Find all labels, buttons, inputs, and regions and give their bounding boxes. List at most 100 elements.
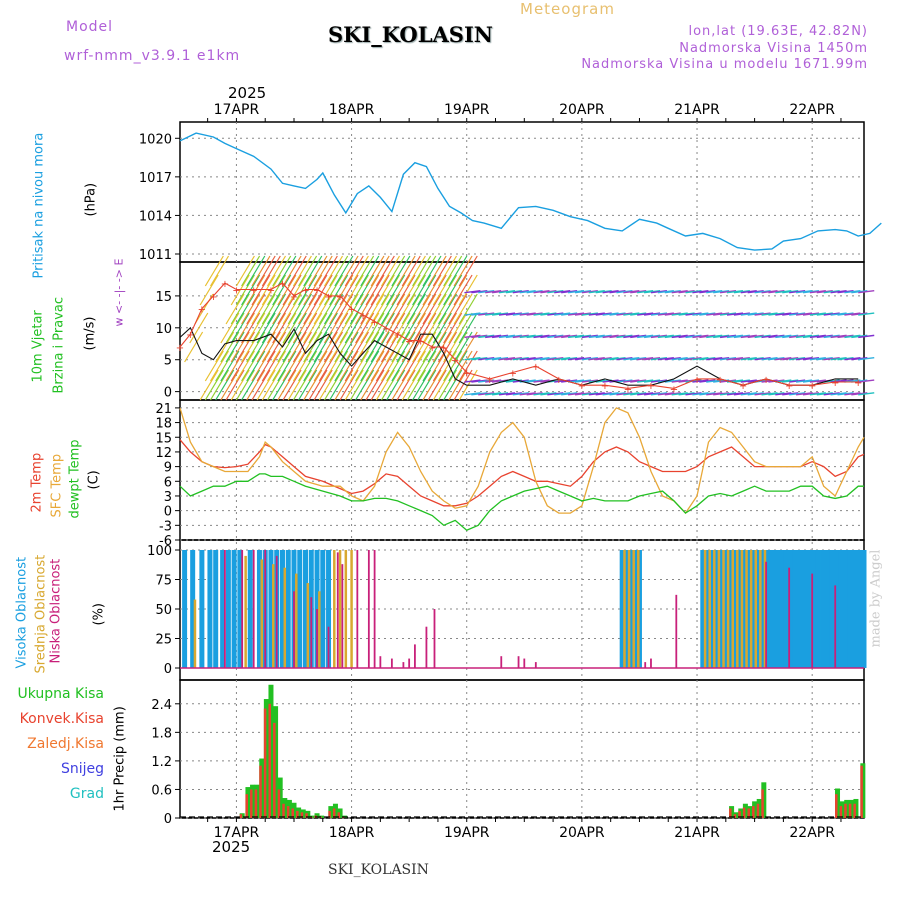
precip-conv-bar — [328, 810, 331, 818]
wind-gust-marker: + — [739, 381, 747, 392]
wind-barb — [740, 392, 757, 396]
wind-barb — [657, 392, 674, 396]
wind-barb — [308, 293, 328, 325]
wind-barb — [471, 290, 488, 294]
wind-barb — [324, 255, 344, 287]
cloud-low-bar — [788, 567, 791, 668]
wind-barb — [692, 357, 709, 361]
cloud-low-bar — [517, 656, 520, 668]
wind-barb — [432, 255, 452, 287]
cloud-low-bar — [834, 585, 837, 668]
wind-barb — [512, 392, 529, 396]
wind-gust-marker: + — [278, 279, 286, 290]
cloud-mid-bar — [338, 550, 342, 668]
precip-conv-bar — [254, 789, 258, 818]
wind-barb — [498, 392, 516, 396]
wind-barb — [334, 293, 354, 325]
wind-barb — [349, 350, 369, 382]
wind-barb — [588, 357, 605, 361]
wind-barb — [650, 290, 668, 294]
wind-barb — [692, 392, 709, 396]
pressure-tick-label: 1017 — [139, 171, 172, 186]
wind-barb — [602, 334, 619, 339]
wind-barb — [417, 293, 437, 325]
wind-barb — [823, 357, 840, 361]
wind-barb — [761, 334, 778, 339]
wind-barb — [685, 392, 702, 396]
wind-barb — [726, 290, 744, 294]
wind-barb — [360, 274, 380, 306]
wind-barb — [417, 255, 437, 287]
wind-barb — [775, 290, 792, 294]
wind-barb — [287, 369, 307, 401]
wind-barb — [256, 331, 276, 363]
cloud-high-bar — [268, 550, 274, 668]
wind-barb — [533, 379, 550, 383]
wind-barb — [448, 369, 468, 401]
wind-barb — [692, 290, 709, 294]
wind-barb — [671, 392, 688, 396]
wind-barb — [733, 392, 750, 396]
wind-barb — [448, 274, 468, 306]
wind-barb — [298, 369, 318, 401]
wind-barb — [386, 274, 406, 306]
wind-barb — [567, 312, 585, 316]
wind-barb — [637, 357, 654, 361]
wind-barb — [396, 331, 416, 363]
temp-tick-label: -3 — [159, 519, 172, 534]
wind-barb — [375, 293, 395, 325]
precip-conv-bar — [300, 812, 304, 818]
wind-barb — [851, 357, 868, 361]
precip-conv-bar — [752, 806, 755, 818]
wind-barb — [324, 312, 344, 344]
wind-barb — [678, 334, 695, 339]
wind-barb — [422, 255, 442, 287]
wind-barb — [761, 357, 778, 361]
wind-barb — [220, 350, 240, 382]
cloud-high-bar — [737, 550, 743, 668]
legend-snow: Snijeg — [60, 761, 104, 777]
wind-barb — [349, 312, 369, 344]
wind-barb — [609, 290, 626, 294]
wind-barb — [837, 357, 854, 361]
wind-barb — [370, 369, 390, 401]
cloud-mid-bar — [623, 550, 626, 668]
wind-barb — [391, 350, 411, 382]
precip-conv-bar — [273, 722, 276, 818]
precip-conv-bar — [733, 814, 737, 818]
wind-barb — [851, 312, 868, 316]
wind-barb — [438, 255, 458, 287]
wind-barb — [292, 274, 312, 306]
wind-barb — [267, 312, 287, 344]
wind-barb — [733, 357, 750, 361]
wind-barb — [837, 290, 854, 294]
wind-barb — [547, 312, 564, 316]
wind-barb — [241, 293, 261, 325]
wind-barb — [809, 312, 826, 316]
precip-conv-bar — [844, 803, 847, 818]
wind-barb — [303, 255, 323, 287]
wind-barb — [581, 357, 598, 361]
wind-barb — [574, 357, 592, 361]
wind-barb — [412, 293, 432, 325]
wind-barb — [251, 312, 271, 344]
cloud-low-bar — [241, 550, 244, 668]
wind-barb — [277, 293, 297, 325]
wind-barb — [272, 350, 292, 382]
cloud-mid-bar — [344, 550, 348, 668]
wind-barb — [370, 312, 390, 344]
wind-barb — [733, 312, 750, 316]
cloud-low-bar — [433, 609, 436, 668]
cloud-low-bar — [390, 658, 393, 668]
wind-barb — [485, 392, 502, 396]
wind-barb — [609, 312, 626, 316]
cloud-low-bar — [356, 550, 359, 668]
wind-gust-marker: + — [486, 375, 494, 386]
wind-barb — [637, 334, 654, 339]
wind-barb — [464, 334, 481, 339]
wind-barb — [554, 379, 571, 383]
wind-barb — [391, 369, 411, 401]
wind-barb — [215, 331, 235, 363]
cloud-high-bar — [824, 550, 830, 668]
wind-barb — [370, 331, 390, 363]
